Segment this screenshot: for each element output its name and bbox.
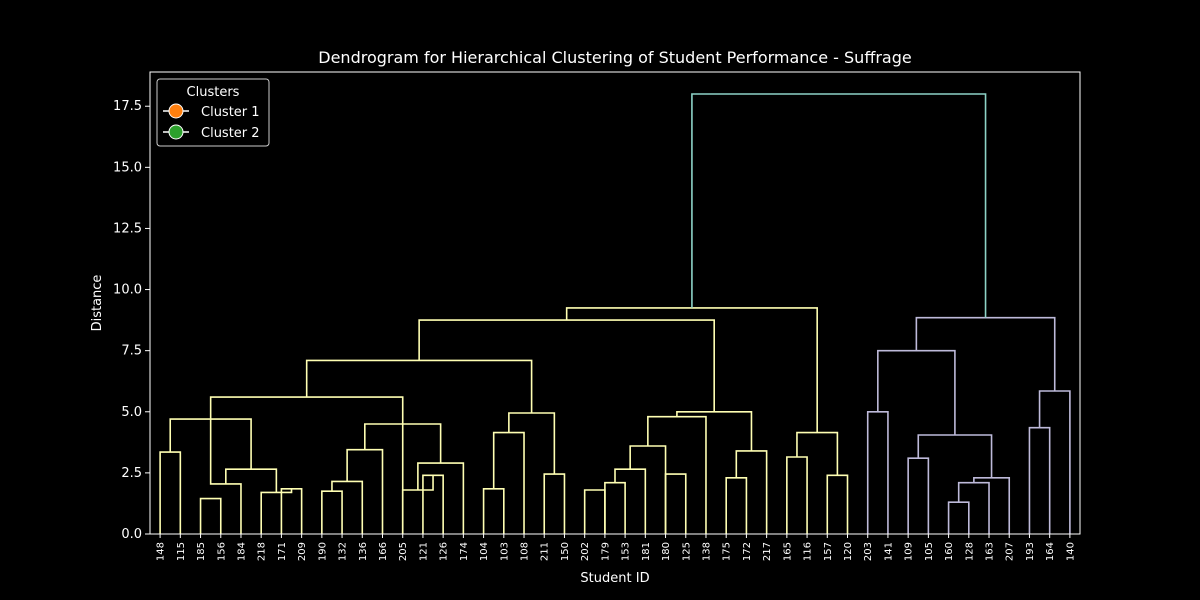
x-tick-label: 218 — [257, 542, 268, 561]
x-tick-label: 108 — [520, 542, 531, 561]
x-tick-label: 141 — [883, 542, 894, 561]
dendrogram-link — [877, 349, 956, 435]
x-tick-label: 174 — [459, 542, 470, 561]
x-tick-label: 138 — [701, 542, 712, 561]
y-tick-label: 5.0 — [121, 405, 142, 420]
x-tick-label: 175 — [722, 542, 733, 561]
x-tick-label: 185 — [196, 542, 207, 561]
dendrogram-link — [647, 415, 707, 534]
y-tick-label: 2.5 — [121, 466, 142, 481]
dendrogram-link — [346, 448, 384, 534]
x-tick-label: 190 — [317, 542, 328, 561]
plot-frame — [149, 71, 1081, 535]
x-tick-label: 105 — [924, 542, 935, 561]
x-tick-label: 179 — [600, 542, 611, 561]
x-tick-label: 164 — [1045, 542, 1056, 561]
dendrogram-link — [866, 410, 889, 534]
chart-title: Dendrogram for Hierarchical Clustering o… — [318, 48, 911, 67]
x-tick-label: 103 — [499, 542, 510, 561]
dendrogram-link — [957, 481, 990, 534]
dendrogram-link — [973, 476, 1011, 534]
x-tick-label: 148 — [156, 542, 167, 561]
x-tick-label: 202 — [580, 542, 591, 561]
x-tick-label: 157 — [823, 542, 834, 561]
y-tick-label: 10.0 — [113, 283, 142, 298]
x-tick-label: 209 — [297, 542, 308, 561]
x-tick-label: 207 — [1005, 542, 1016, 561]
dendrogram-link — [676, 410, 753, 451]
dendrogram-link — [735, 450, 768, 534]
y-tick-label: 12.5 — [113, 221, 142, 236]
dendrogram-link — [565, 307, 818, 433]
legend-marker-cluster-1 — [168, 103, 184, 119]
dendrogram-link — [664, 473, 687, 534]
x-tick-label: 180 — [661, 542, 672, 561]
y-tick-label: 17.5 — [113, 99, 142, 114]
x-tick-label: 115 — [176, 542, 187, 561]
legend: Clusters Cluster 1 Cluster 2 — [156, 78, 270, 147]
x-axis-label: Student ID — [580, 571, 649, 586]
legend-label-cluster-2: Cluster 2 — [201, 126, 260, 141]
legend-title: Clusters — [187, 85, 240, 100]
dendrogram-link — [199, 497, 222, 534]
x-tick-label: 136 — [358, 542, 369, 561]
x-tick-label: 165 — [782, 542, 793, 561]
x-tick-label: 160 — [944, 542, 955, 561]
x-tick-label: 171 — [277, 542, 288, 561]
dendrogram-link — [492, 431, 525, 534]
x-tick-label: 153 — [621, 542, 632, 561]
dendrogram-link — [1028, 426, 1051, 534]
x-tick-label: 140 — [1065, 542, 1076, 561]
legend-label-cluster-1: Cluster 1 — [201, 105, 260, 120]
x-tick-label: 211 — [540, 542, 551, 561]
x-tick-label: 184 — [236, 542, 247, 561]
dendrogram-links — [159, 93, 1071, 534]
legend-box — [156, 78, 270, 147]
dendrogram-link — [691, 93, 987, 318]
dendrogram-link — [209, 419, 242, 534]
x-tick-label: 128 — [964, 542, 975, 561]
x-tick-label: 121 — [418, 542, 429, 561]
x-tick-label: 181 — [641, 542, 652, 561]
x-tick-label: 166 — [378, 542, 389, 561]
x-axis: 148 115 185 156 184 218 171 209 190 132 136 166 205 1… — [156, 534, 1076, 561]
x-tick-label: 217 — [762, 542, 773, 561]
y-axis: 0.0 2.5 5.0 7.5 10.0 12.5 15.0 17.5 — [113, 99, 150, 542]
x-tick-label: 150 — [560, 542, 571, 561]
x-tick-label: 172 — [742, 542, 753, 561]
dendrogram-link — [482, 487, 505, 534]
x-tick-label: 132 — [338, 542, 349, 561]
dendrogram-link — [604, 481, 626, 534]
y-axis-label: Distance — [90, 275, 105, 332]
y-tick-label: 0.0 — [121, 527, 142, 542]
x-tick-label: 120 — [843, 542, 854, 561]
dendrogram-link — [725, 476, 748, 534]
x-tick-label: 193 — [1025, 542, 1036, 561]
y-tick-label: 7.5 — [121, 344, 142, 359]
x-tick-label: 156 — [216, 542, 227, 561]
x-tick-label: 104 — [479, 542, 490, 561]
x-tick-label: 109 — [904, 542, 915, 561]
x-tick-label: 125 — [681, 542, 692, 561]
x-tick-label: 203 — [863, 542, 874, 561]
x-tick-label: 163 — [985, 542, 996, 561]
legend-marker-cluster-2 — [168, 124, 184, 140]
dendrogram-link — [796, 431, 839, 476]
dendrogram-link — [422, 474, 444, 534]
x-tick-label: 116 — [803, 542, 814, 561]
x-tick-label: 126 — [439, 542, 450, 561]
dendrogram-link — [915, 316, 1056, 391]
x-tick-label: 205 — [398, 542, 409, 561]
y-tick-label: 15.0 — [113, 160, 142, 175]
